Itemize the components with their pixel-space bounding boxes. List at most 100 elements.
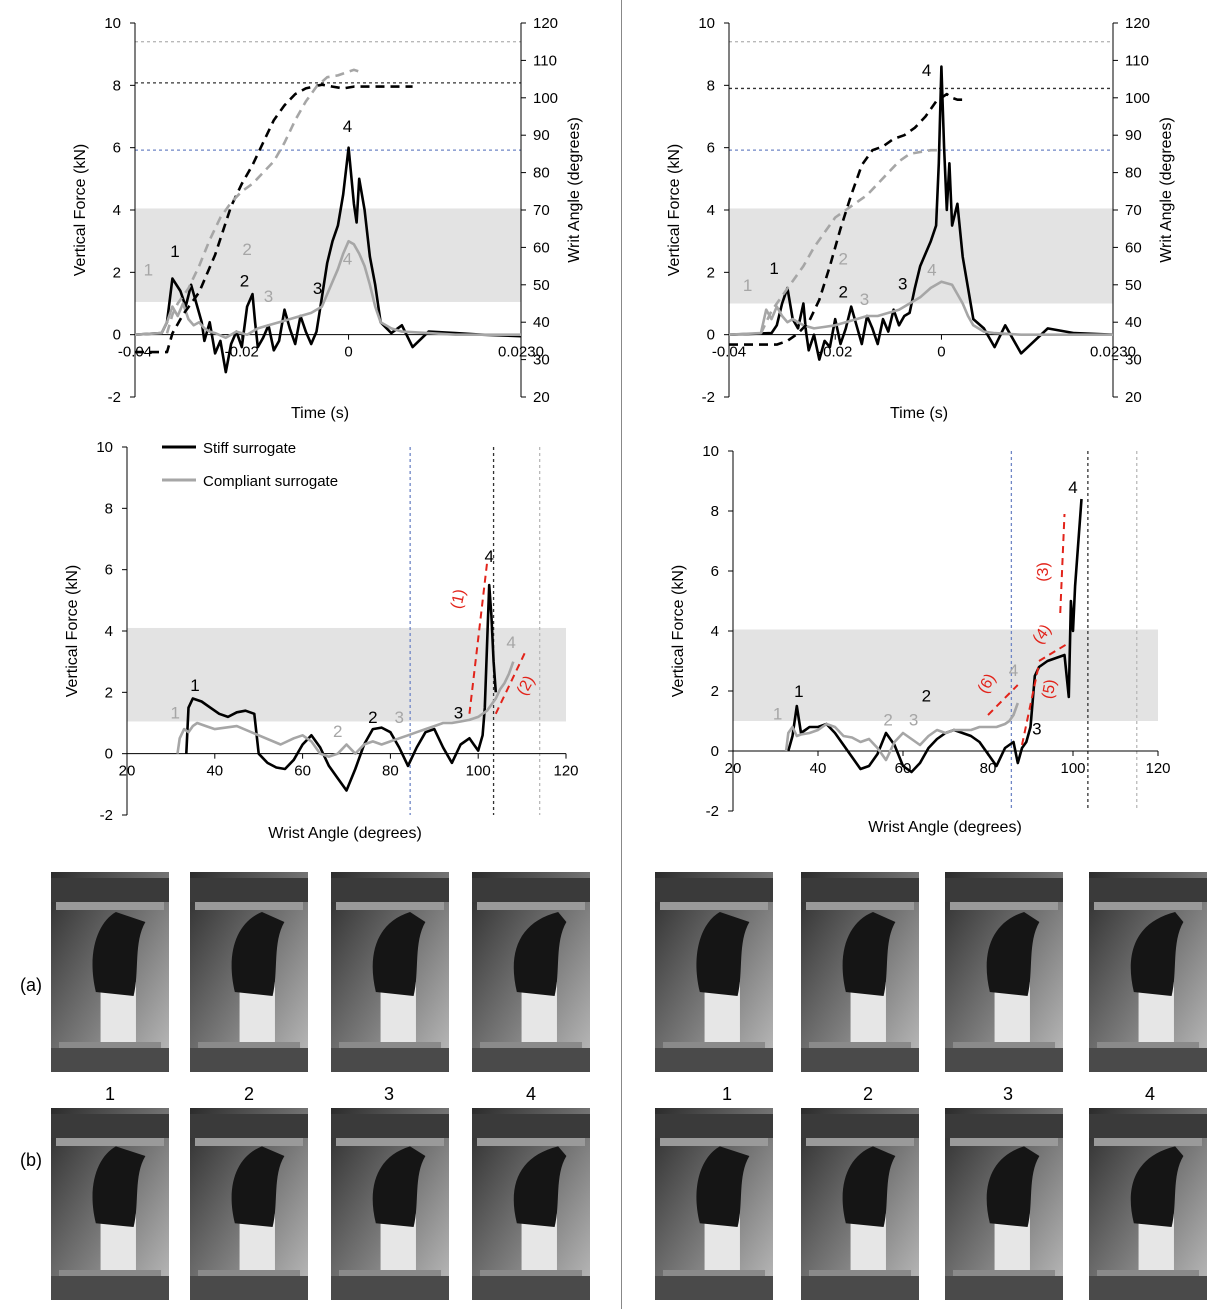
test-photo (1089, 872, 1207, 1072)
test-photo (1089, 1108, 1207, 1300)
series-compliant (784, 702, 1020, 762)
red-annotation-line (468, 563, 488, 714)
point-label: 4 (506, 633, 515, 652)
y-tick-label: 2 (105, 684, 113, 701)
test-photo (655, 1108, 773, 1300)
y-axis-title: Vertical Force (kN) (72, 144, 89, 276)
y2-tick-label: 100 (1125, 90, 1150, 107)
shaded-band (127, 627, 566, 722)
y2-tick-label: 30 (1125, 352, 1142, 369)
test-photo (945, 872, 1063, 1072)
brace-silhouette (231, 912, 285, 996)
brace-silhouette (92, 912, 146, 996)
base-plate (953, 1042, 1055, 1048)
plate-edge (195, 1138, 303, 1146)
x-axis-title: Wrist Angle (degrees) (268, 825, 422, 842)
point-label: 1 (171, 703, 180, 722)
plate-edge (660, 902, 768, 910)
test-photo (51, 1108, 169, 1300)
y2-tick-label: 50 (1125, 277, 1142, 294)
x-tick-label: 20 (725, 760, 742, 777)
point-label: 4 (927, 260, 936, 279)
x-axis-title: Time (s) (890, 405, 948, 422)
red-annotation-label: (1) (448, 588, 469, 611)
y2-tick-label: 100 (533, 90, 558, 107)
x-tick-label: 40 (810, 760, 827, 777)
point-label: 1 (190, 676, 199, 695)
y-tick-label: 0 (707, 327, 715, 344)
point-label: 1 (170, 242, 179, 261)
y-axis-title: Vertical Force (kN) (670, 565, 687, 697)
plate-edge (660, 1138, 768, 1146)
y-tick-label: 8 (105, 500, 113, 517)
base-fixture (472, 1048, 590, 1072)
base-plate (663, 1042, 765, 1048)
base-plate (198, 1042, 300, 1048)
series-compliant (176, 661, 515, 759)
point-label: 3 (454, 703, 463, 722)
shaded-band (733, 629, 1158, 721)
impact-plate (945, 878, 1063, 902)
test-photo (190, 872, 308, 1072)
plate-edge (477, 902, 585, 910)
base-plate (59, 1270, 161, 1276)
impact-plate (945, 1114, 1063, 1138)
point-label: 2 (333, 722, 342, 741)
frame-number-label: 3 (384, 1084, 394, 1104)
frame-number-label: 1 (105, 1084, 115, 1104)
y-tick-label: 2 (707, 264, 715, 281)
point-label: 3 (394, 708, 403, 727)
frame-labels: 1 2 3 4 1 2 3 4 (105, 1084, 1155, 1104)
shaded-band (729, 208, 1113, 304)
frame-number-label: 2 (863, 1084, 873, 1104)
impact-plate (801, 1114, 919, 1138)
x-tick-label: 0 (344, 344, 352, 361)
y2-tick-label: 70 (533, 202, 550, 219)
base-plate (198, 1270, 300, 1276)
point-label: 2 (922, 687, 931, 706)
red-annotation-line (1021, 663, 1040, 746)
y2-tick-label: 20 (533, 389, 550, 406)
impact-plate (1089, 878, 1207, 902)
x-tick-label: 100 (466, 763, 491, 780)
plate-edge (806, 902, 914, 910)
base-plate (59, 1042, 161, 1048)
point-label: 1 (773, 705, 782, 724)
brace-silhouette (986, 1146, 1040, 1228)
base-fixture (51, 1048, 169, 1072)
plate-edge (56, 1138, 164, 1146)
base-fixture (331, 1276, 449, 1300)
brace-silhouette (513, 912, 567, 996)
series-stiff-angle (135, 83, 413, 354)
base-plate (809, 1270, 911, 1276)
frame-number-label: 4 (1145, 1084, 1155, 1104)
y-tick-label: 2 (711, 683, 719, 700)
y2-tick-label: 30 (533, 352, 550, 369)
brace-silhouette (231, 1146, 285, 1228)
plate-edge (1094, 902, 1202, 910)
x-tick-label: -0.02 (225, 344, 259, 361)
brace-silhouette (842, 1146, 896, 1228)
y-tick-label: 4 (113, 202, 121, 219)
point-label: 4 (343, 250, 352, 269)
plate-edge (477, 1138, 585, 1146)
x-tick-label: -0.02 (818, 344, 852, 361)
test-photo (331, 872, 449, 1072)
y2-tick-label: 40 (533, 314, 550, 331)
base-fixture (655, 1276, 773, 1300)
point-label: 2 (240, 271, 249, 290)
y2-tick-label: 50 (533, 277, 550, 294)
y2-tick-label: 20 (1125, 389, 1142, 406)
red-annotation-label: (3) (1035, 562, 1052, 582)
frame-number-label: 2 (244, 1084, 254, 1104)
base-plate (953, 1270, 1055, 1276)
frame-number-label: 1 (722, 1084, 732, 1104)
y2-tick-label: 60 (533, 239, 550, 256)
y-tick-label: 10 (104, 15, 121, 32)
right-time-chart: -202468102030405060708090100110120-0.04-… (666, 15, 1175, 422)
point-label: 3 (860, 290, 869, 309)
y2-tick-label: 110 (1125, 52, 1149, 69)
point-label: 3 (909, 711, 918, 730)
base-fixture (51, 1276, 169, 1300)
plate-edge (336, 1138, 444, 1146)
